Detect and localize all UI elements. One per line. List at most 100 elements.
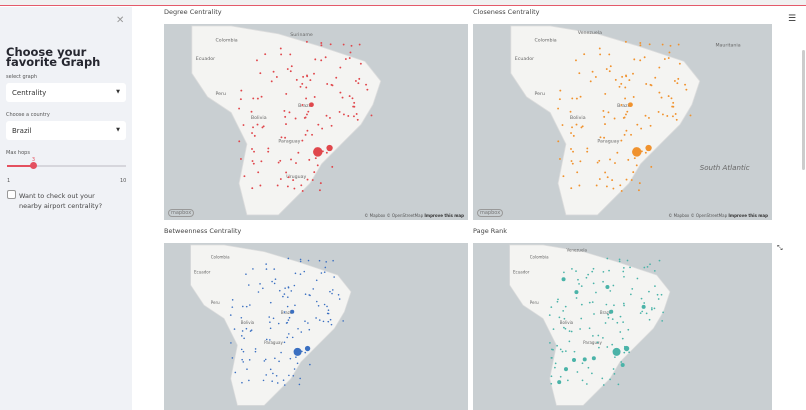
airport-point[interactable] <box>587 273 590 276</box>
airport-point[interactable] <box>678 62 681 65</box>
airport-point[interactable] <box>606 176 609 179</box>
airport-point[interactable] <box>620 361 623 363</box>
airport-point[interactable] <box>561 124 564 126</box>
airport-point[interactable] <box>628 79 631 82</box>
airport-point[interactable] <box>609 378 611 381</box>
airport-point[interactable] <box>339 66 342 69</box>
airport-point[interactable] <box>554 366 556 369</box>
airport-point[interactable] <box>656 293 659 296</box>
airport-point[interactable] <box>314 58 317 61</box>
airport-point[interactable] <box>370 114 373 117</box>
airport-point[interactable] <box>570 132 572 134</box>
airport-point[interactable] <box>579 95 582 98</box>
airport-point[interactable] <box>259 184 262 187</box>
airport-point[interactable] <box>602 270 605 273</box>
airport-point[interactable] <box>265 263 267 265</box>
airport-point[interactable] <box>293 284 296 287</box>
airport-point[interactable] <box>285 92 288 95</box>
airport-point[interactable] <box>292 374 295 377</box>
airport-point[interactable] <box>306 113 308 116</box>
airport-point[interactable] <box>313 72 315 75</box>
airport-point[interactable] <box>299 377 301 380</box>
airport-point[interactable] <box>342 320 344 322</box>
airport-point[interactable] <box>617 383 620 386</box>
airport-point[interactable] <box>628 351 631 354</box>
airport-point[interactable] <box>320 42 323 44</box>
airport-point[interactable] <box>300 184 303 187</box>
airport-point[interactable] <box>648 318 651 321</box>
airport-point[interactable] <box>595 291 597 294</box>
airport-point[interactable] <box>251 187 254 190</box>
airport-point[interactable] <box>611 318 614 320</box>
airport-point[interactable] <box>287 319 290 321</box>
airport-point[interactable] <box>324 266 327 269</box>
airport-point[interactable] <box>329 318 332 321</box>
airport-point[interactable] <box>571 126 573 129</box>
airport-point[interactable] <box>620 363 625 368</box>
airport-point[interactable] <box>286 321 289 324</box>
airport-point[interactable] <box>637 189 640 192</box>
airport-point[interactable] <box>667 95 670 98</box>
airport-point[interactable] <box>325 151 328 154</box>
airport-point[interactable] <box>350 44 353 47</box>
airport-point[interactable] <box>325 261 328 263</box>
airport-point[interactable] <box>668 51 671 54</box>
airport-point[interactable] <box>238 140 241 143</box>
airport-point[interactable] <box>288 316 291 319</box>
airport-point[interactable] <box>252 162 255 165</box>
airport-point[interactable] <box>596 341 599 344</box>
airport-point[interactable] <box>299 258 302 261</box>
airport-point[interactable] <box>618 85 621 88</box>
airport-point[interactable] <box>550 382 553 385</box>
airport-point[interactable] <box>649 263 651 266</box>
airport-point[interactable] <box>667 57 670 59</box>
airport-point[interactable] <box>671 115 674 118</box>
nearby-airport-checkbox[interactable] <box>7 190 16 199</box>
airport-point[interactable] <box>261 126 264 129</box>
hub-airport-point[interactable] <box>293 347 302 356</box>
hops-slider-track[interactable] <box>7 165 126 167</box>
airport-point[interactable] <box>638 182 641 185</box>
airport-point[interactable] <box>285 123 287 126</box>
airport-point[interactable] <box>647 116 650 119</box>
airport-point[interactable] <box>306 75 309 78</box>
airport-point[interactable] <box>253 134 256 137</box>
airport-point[interactable] <box>308 158 311 161</box>
airport-point[interactable] <box>602 109 605 112</box>
airport-point[interactable] <box>304 351 307 354</box>
airport-point[interactable] <box>305 40 308 43</box>
airport-point[interactable] <box>580 126 583 129</box>
airport-point[interactable] <box>289 53 292 56</box>
airport-point[interactable] <box>279 159 282 162</box>
airport-point[interactable] <box>661 113 664 116</box>
airport-point[interactable] <box>654 285 656 288</box>
airport-point[interactable] <box>564 327 567 330</box>
airport-point[interactable] <box>579 328 581 330</box>
airport-point[interactable] <box>242 124 245 126</box>
airport-point[interactable] <box>243 175 246 178</box>
airport-point[interactable] <box>256 97 259 100</box>
airport-point[interactable] <box>246 368 248 370</box>
airport-point[interactable] <box>570 187 573 190</box>
airport-point[interactable] <box>645 312 648 315</box>
airport-point[interactable] <box>328 116 331 119</box>
airport-point[interactable] <box>632 96 635 98</box>
airport-point[interactable] <box>297 151 300 154</box>
airport-point[interactable] <box>275 375 278 377</box>
airport-point[interactable] <box>331 84 334 87</box>
airport-point[interactable] <box>290 290 293 292</box>
airport-point[interactable] <box>290 65 293 68</box>
airport-point[interactable] <box>358 77 361 80</box>
hub-airport-point[interactable] <box>645 144 652 152</box>
airport-point[interactable] <box>562 309 565 312</box>
airport-point[interactable] <box>357 82 360 85</box>
airport-point[interactable] <box>575 297 578 299</box>
airport-point[interactable] <box>689 114 692 117</box>
airport-point[interactable] <box>571 162 574 165</box>
airport-point[interactable] <box>268 316 271 318</box>
airport-point[interactable] <box>568 340 571 343</box>
airport-point[interactable] <box>290 158 292 161</box>
airport-point[interactable] <box>330 323 333 326</box>
airport-point[interactable] <box>304 116 307 119</box>
airport-point[interactable] <box>316 164 319 167</box>
